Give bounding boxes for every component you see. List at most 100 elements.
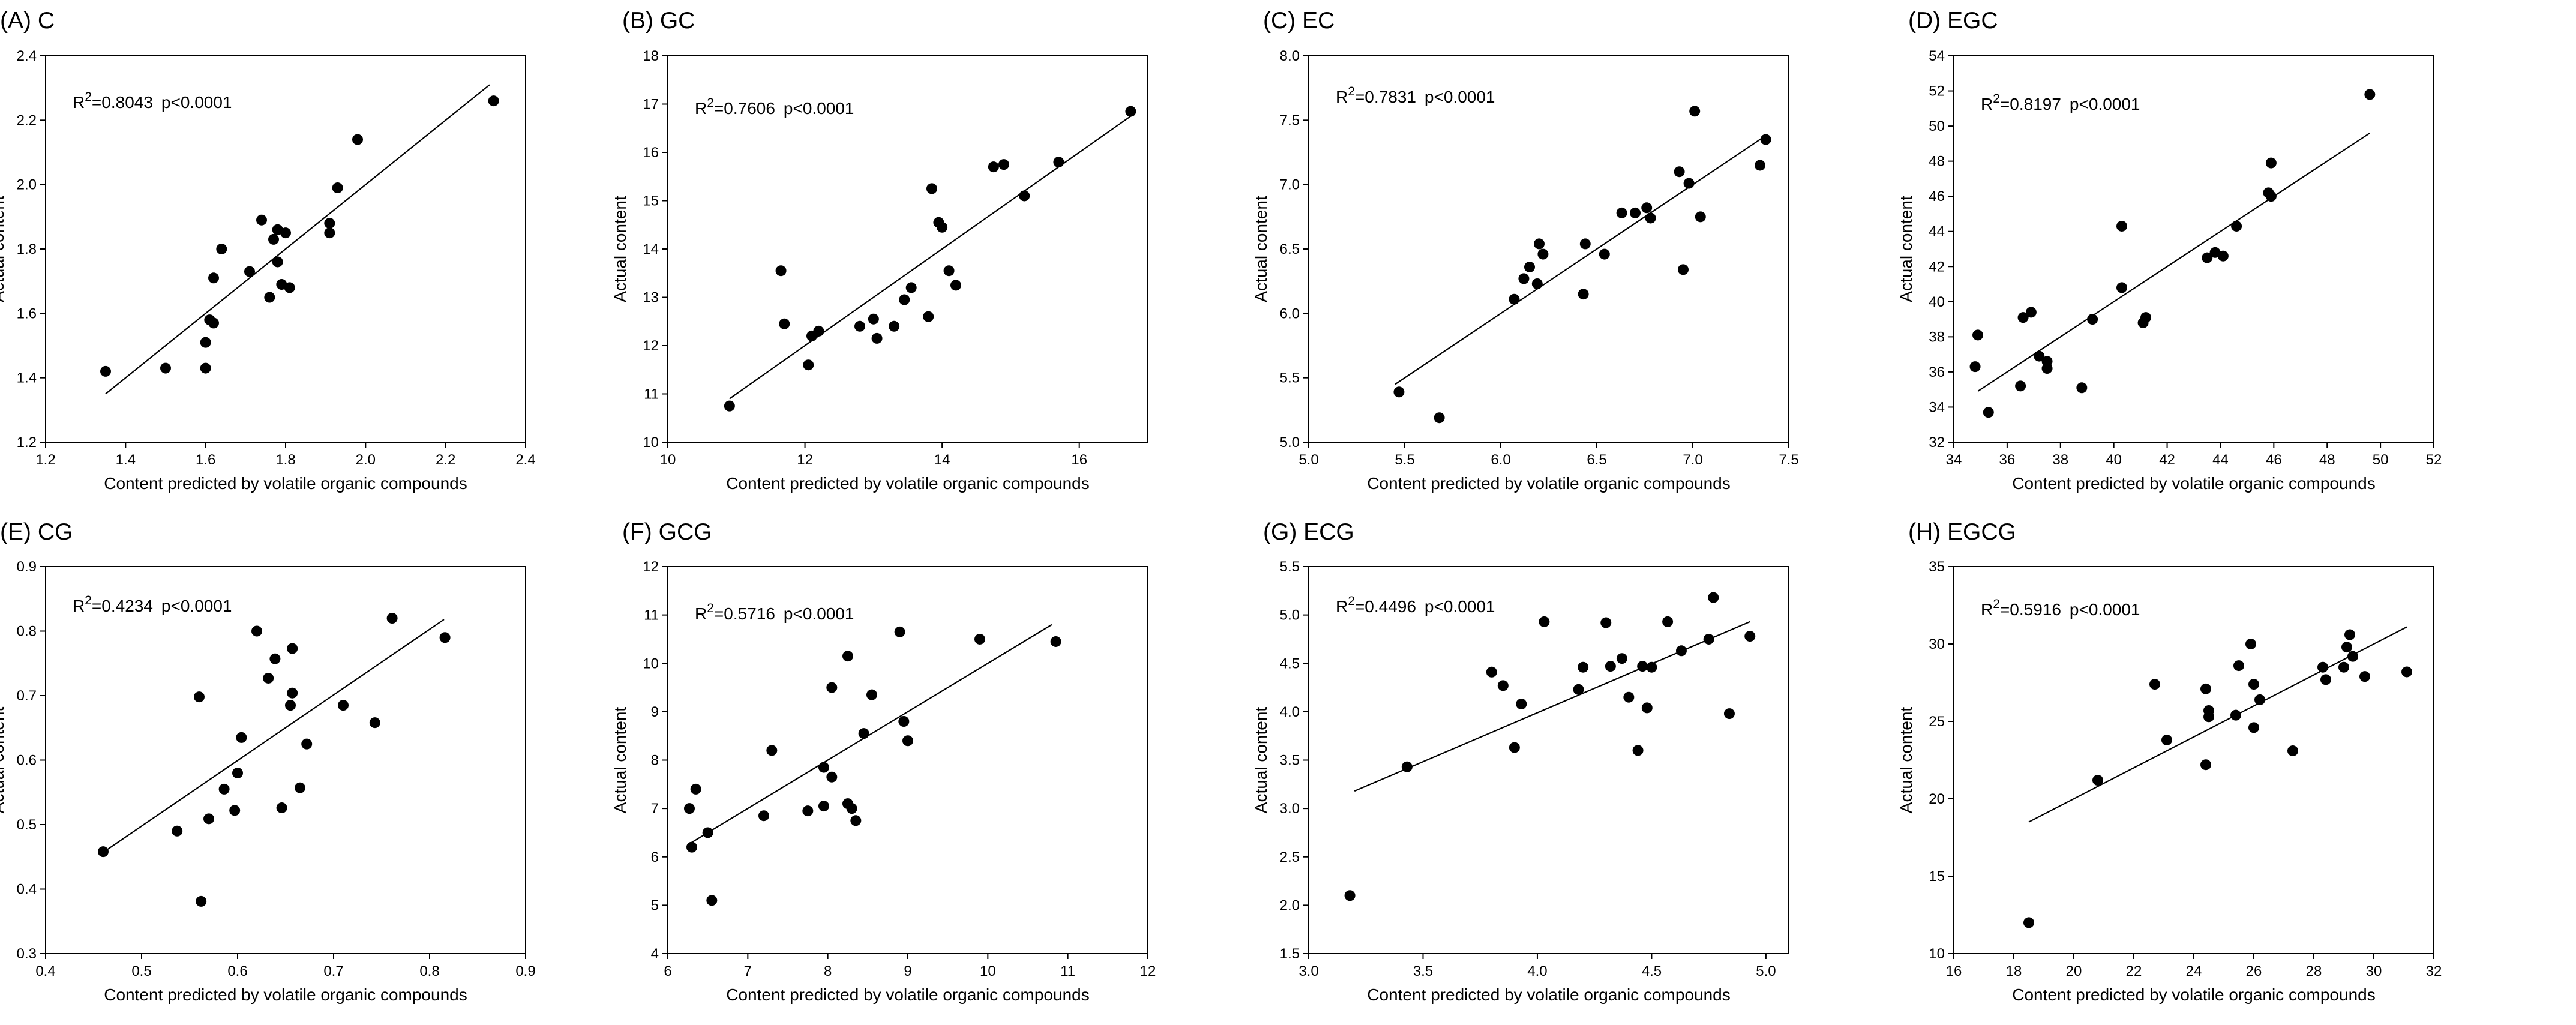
y-tick-label: 12 [643,559,659,575]
data-point [2025,307,2037,318]
data-point [724,400,735,412]
data-point [1689,106,1701,117]
data-point [1972,329,1983,341]
data-point [218,783,230,795]
data-point [923,311,934,322]
plot-frame [1953,55,2434,443]
data-point [2265,157,2277,169]
chart-panel-7: (H) EGCG 16 18 20 22 24 26 28 30 32 10 15 20 25 30 35 Co… [1897,519,2442,1004]
x-tick-label: 48 [2319,452,2335,468]
data-point [2265,191,2277,202]
data-point [1531,278,1543,289]
r2-value: =0.8197 [2000,95,2061,113]
y-tick-label: 2.2 [17,112,37,128]
data-point [1050,636,1061,647]
x-tick-label: 12 [797,452,813,468]
data-point [272,256,283,268]
data-point [1675,645,1687,657]
data-point [684,803,695,814]
regression-line [729,115,1132,400]
data-point [818,801,829,812]
data-point [2015,380,2026,392]
data-point [1760,134,1771,145]
chart-panel-5: (F) GCG 6 7 8 9 10 11 12 4 5 6 7 8 9 10 11 12 Content pre… [611,519,1156,1004]
data-point [1516,698,1527,709]
data-point [937,221,948,233]
data-point [1509,293,1520,305]
data-point [386,613,398,624]
y-tick-label: 0.9 [17,559,37,575]
x-tick-label: 9 [904,963,911,979]
data-point [926,183,937,194]
plot-frame [667,566,1148,954]
data-point [2092,775,2103,786]
x-tick-label: 36 [1999,452,2016,468]
x-axis-label: Content predicted by volatile organic co… [726,474,1089,493]
data-point [1053,157,1064,168]
data-point [1683,178,1695,189]
x-tick-label: 16 [1946,963,1962,979]
panel-label: (H) EGCG [1908,519,2016,545]
y-tick-label: 8 [651,753,659,769]
y-tick-label: 5.5 [1280,559,1300,575]
p-value: p<0.0001 [1425,88,1495,106]
data-point [802,805,814,817]
y-tick-label: 4.0 [1280,704,1300,720]
data-point [1708,592,1719,603]
panel-label: (E) CG [0,519,73,545]
data-point [2233,660,2244,672]
r2-exponent: 2 [1348,85,1355,98]
x-tick-label: 7.5 [1779,452,1798,468]
data-point [854,320,865,332]
data-point [1524,262,1535,273]
data-point [232,768,243,778]
plot-frame [1308,566,1789,954]
y-tick-label: 44 [1929,224,1945,240]
x-tick-label: 6.0 [1491,452,1510,468]
x-tick-label: 6 [664,963,671,979]
x-tick-label: 32 [2426,963,2442,979]
x-tick-label: 6.5 [1587,452,1606,468]
data-point [2023,917,2034,928]
x-tick-label: 20 [2066,963,2082,979]
x-tick-label: 8 [824,963,832,979]
data-point [1755,160,1765,171]
r-squared-annotation: R2=0.8197 p<0.0001 [1981,92,2140,113]
x-tick-label: 2.2 [436,452,455,468]
y-tick-label: 15 [1929,868,1945,885]
r2-exponent: 2 [1348,594,1355,608]
data-point [902,735,913,747]
y-tick-label: 14 [643,241,659,257]
data-point [264,292,275,303]
data-point [2017,312,2029,323]
data-point [2359,671,2370,682]
data-point [369,717,380,729]
x-tick-label: 0.5 [131,963,151,979]
y-tick-label: 9 [651,704,659,720]
x-tick-label: 24 [2186,963,2202,979]
y-axis-label: Actual content [1897,707,1915,814]
data-point [1637,661,1648,672]
y-tick-label: 4 [651,946,659,962]
x-axis-label: Content predicted by volatile organic co… [104,474,467,493]
data-point [208,272,219,284]
data-point [172,825,183,837]
data-point [160,362,171,374]
data-point [803,359,814,371]
r2-prefix: R [73,93,85,112]
y-tick-label: 32 [1929,434,1945,451]
data-point [1623,691,1635,703]
x-tick-label: 50 [2373,452,2389,468]
panel-label: (A) C [0,8,55,34]
y-tick-label: 5.5 [1280,370,1300,386]
y-tick-label: 1.8 [17,241,37,257]
data-point [229,805,241,816]
chart-panel-1: (B) GC 10 12 14 16 10 11 12 13 14 15 16 17 18 Content … [611,8,1148,493]
data-point [686,841,697,853]
p-value: p<0.0001 [784,99,854,118]
x-tick-label: 16 [1071,452,1087,468]
regression-line [1977,132,2370,392]
r2-prefix: R [73,597,85,615]
chart-panel-0: (A) C 1.2 1.4 1.6 1.8 2.0 2.2 2.4 1.2 1.4 1.6 1.8 2.… [0,8,536,493]
